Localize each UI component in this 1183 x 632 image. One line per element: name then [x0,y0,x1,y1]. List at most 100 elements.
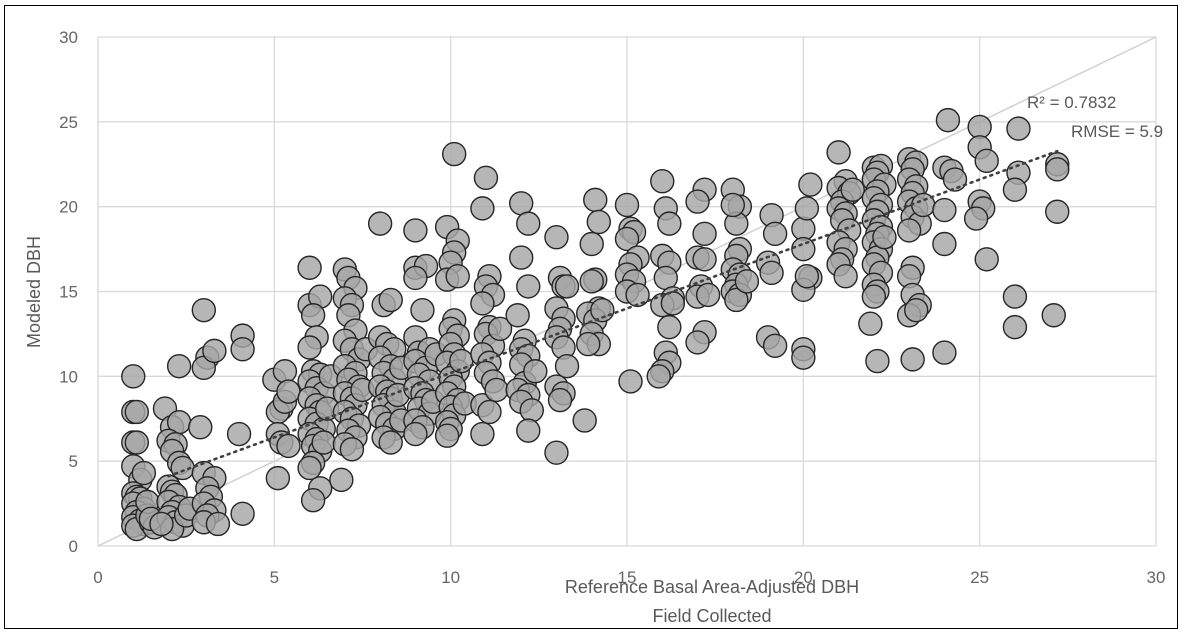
tick-labels: 0 5 10 15 20 25 30 0 5 10 15 20 25 30 [59,28,1165,587]
data-point [579,231,604,257]
data-point [297,335,322,360]
data-point [692,221,717,247]
x-tick-label: 10 [441,568,460,587]
x-tick-label: 5 [270,568,279,587]
data-point [791,345,816,370]
data-point [410,297,435,323]
x-tick-label: 20 [794,568,813,587]
x-tick-label: 25 [970,568,989,587]
data-point [935,107,961,133]
data-point [932,231,957,257]
data-point [487,316,513,342]
data-point [1002,177,1028,202]
y-tick-label: 25 [59,113,78,132]
data-point [861,284,887,309]
data-point [967,114,992,140]
data-point [121,364,146,389]
data-point [516,418,541,443]
x-tick-label: 0 [93,568,102,587]
data-point [329,467,354,493]
data-point [646,364,671,389]
x-tick-label: 30 [1147,568,1166,587]
data-point [124,399,149,425]
data-point [794,264,820,289]
data-point [297,255,322,280]
y-tick-label: 5 [69,452,78,471]
data-point [872,225,897,250]
data-point [367,211,393,236]
data-point [974,148,999,174]
data-point [660,291,686,316]
y-tick-label: 10 [59,367,78,386]
data-point [166,353,192,379]
data-point [205,511,231,537]
data-point [932,197,957,223]
data-point [762,333,788,358]
y-tick-label: 15 [59,283,78,302]
data-point [519,398,544,423]
data-point [470,421,495,447]
data-point [473,165,499,191]
data-point [226,421,252,447]
data-point [484,377,509,403]
data-point [265,465,291,491]
data-point [974,247,999,272]
data-point [441,141,467,167]
x-axis-label-line-2: Field Collected [652,606,771,626]
data-point [586,209,611,235]
data-point [547,387,573,413]
data-point [1002,284,1028,309]
data-point [695,282,721,308]
data-point [798,172,823,197]
data-point [583,187,608,213]
data-point [572,408,597,433]
data-point [903,297,929,323]
data-point [791,216,816,241]
data-point [445,264,470,289]
data-point [544,440,569,465]
data-point [794,196,820,221]
data-point [762,221,788,247]
r-squared-annotation: R² = 0.7832 [1027,93,1116,112]
data-point [1006,116,1031,141]
data-point [297,455,322,481]
data-point [477,399,502,425]
data-point [149,511,174,537]
data-point [276,379,301,404]
data-point [657,211,682,236]
data-point [470,196,495,221]
chart-frame [4,5,1178,629]
data-point [1045,157,1070,182]
data-point [1045,199,1070,224]
y-tick-label: 0 [69,537,78,556]
data-point [554,353,580,379]
data-point [625,282,650,308]
data-point [614,192,640,218]
data-point [554,274,580,299]
rmse-annotation: RMSE = 5.9 [1071,122,1163,141]
data-point [791,236,816,262]
data-point [692,247,717,272]
data-point [230,336,255,362]
data-point [685,189,710,214]
x-tick-label: 15 [618,568,637,587]
data-point [202,338,227,364]
data-point [685,330,710,355]
data-point [300,487,326,513]
data-point [896,218,922,243]
data-point [657,314,682,340]
data-point [403,421,428,447]
data-point [509,245,534,270]
data-point [650,169,675,194]
data-point [576,331,601,357]
data-point [272,359,298,384]
data-point [900,347,925,372]
y-tick-label: 30 [59,28,78,47]
data-point [449,348,474,374]
data-point [1041,303,1066,328]
data-points [121,107,1070,542]
data-point [826,140,851,165]
data-point [833,264,858,289]
data-point [509,191,534,216]
